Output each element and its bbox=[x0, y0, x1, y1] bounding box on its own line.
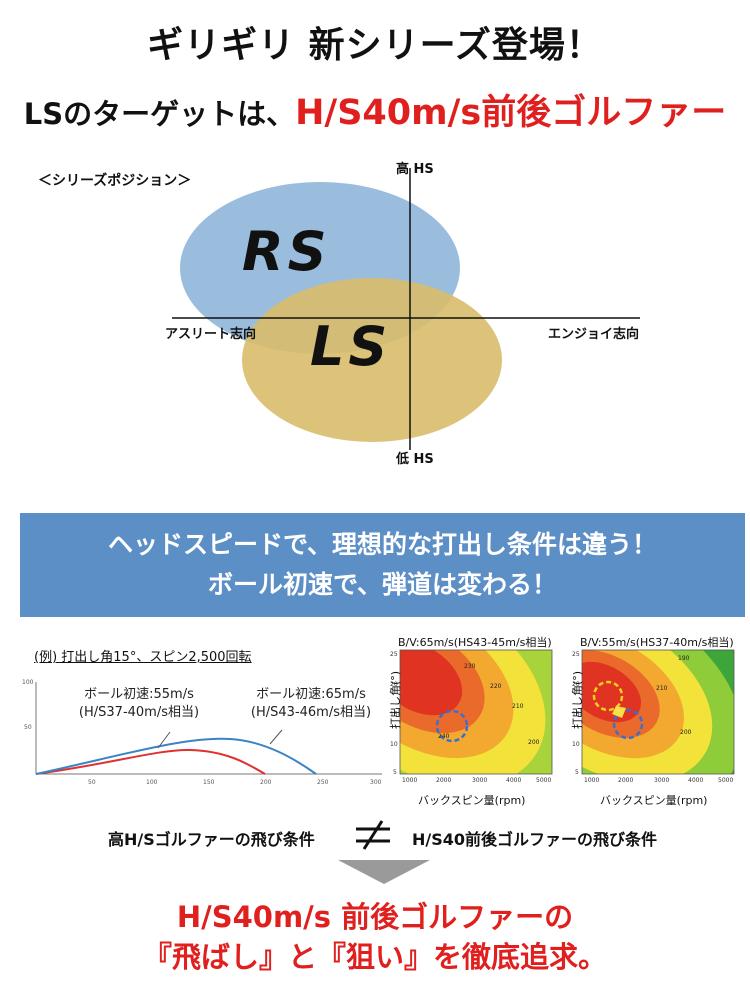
y-tick-100: 100 bbox=[22, 679, 34, 686]
slow-note: ボール初速:55m/s (H/S37-40m/s相当) bbox=[64, 686, 214, 722]
not-equal-icon bbox=[356, 820, 390, 850]
x-tick-250: 250 bbox=[317, 779, 329, 786]
heatmap-left-svg: 230 220 210 200 240 25 20 15 10 5 1000 2… bbox=[390, 649, 553, 784]
condition-right: H/S40前後ゴルファーの飛び条件 bbox=[412, 830, 658, 849]
heatmap-right-xtick-1000: 1000 bbox=[584, 777, 599, 784]
heatmap-left-target-circle bbox=[435, 709, 469, 743]
trajectory-caption: (例) 打出し角15°、スピン2,500回転 bbox=[34, 650, 252, 665]
heatmap-left-ytick-25: 25 bbox=[390, 651, 398, 658]
heatmap-left-xtick-1000: 1000 bbox=[402, 777, 417, 784]
heatmap-left-contour-4: 200 bbox=[528, 739, 540, 746]
trajectory-fast-line bbox=[35, 737, 317, 775]
heatmap-left-xtick-3000: 3000 bbox=[472, 777, 487, 784]
heatmap-right-ytick-10: 10 bbox=[572, 741, 580, 748]
axis-left-label: アスリート志向 bbox=[165, 327, 257, 342]
heatmap-left-xtick-2000: 2000 bbox=[436, 777, 451, 784]
trajectory-svg: 100 50 50 100 150 200 250 300 bbox=[22, 679, 382, 786]
fast-note-line-1: ボール初速:65m/s bbox=[256, 687, 366, 702]
conclusion-line-1: H/S40m/s 前後ゴルファーの bbox=[176, 900, 574, 934]
heatmap-left-xtick-4000: 4000 bbox=[506, 777, 521, 784]
heatmap-left-contour-2: 220 bbox=[490, 683, 502, 690]
heatmap-left-ytick-15: 15 bbox=[390, 711, 398, 718]
axis-right-label: エンジョイ志向 bbox=[548, 327, 640, 342]
heatmap-right: B/V:55m/s(HS37-40m/s相当) 190 210 200 25 2… bbox=[560, 634, 740, 812]
heatmap-right-arrow-icon bbox=[612, 706, 626, 718]
heatmap-right-contour-3: 200 bbox=[680, 729, 692, 736]
banner-line-1: ヘッドスピードで、理想的な打出し条件は違う！ bbox=[107, 530, 657, 559]
subhead-lead: LSのターゲットは、 bbox=[23, 97, 296, 131]
x-tick-300: 300 bbox=[370, 779, 382, 786]
heatmap-right-target-circle bbox=[612, 708, 644, 740]
heatmap-left-contour-1: 230 bbox=[464, 663, 476, 670]
heatmap-right-xtick-4000: 4000 bbox=[688, 777, 703, 784]
heatmap-right-contour-1: 190 bbox=[678, 655, 690, 662]
heatmap-right-svg: 190 210 200 25 20 15 10 5 1000 2000 3000… bbox=[572, 649, 735, 784]
heatmap-left-xtick-5000: 5000 bbox=[536, 777, 551, 784]
x-tick-150: 150 bbox=[203, 779, 215, 786]
heatmap-right-contour-2: 210 bbox=[656, 685, 668, 692]
heatmap-left-ytick-10: 10 bbox=[390, 741, 398, 748]
subhead-accent: H/S40m/s前後ゴルファー bbox=[295, 93, 727, 133]
heatmap-right-ytick-15: 15 bbox=[572, 711, 580, 718]
heatmap-left-contour-5: 240 bbox=[438, 733, 450, 740]
ls-ellipse bbox=[242, 278, 502, 442]
slow-note-leader bbox=[157, 731, 171, 749]
heatmap-left-ytick-5: 5 bbox=[393, 769, 397, 776]
subhead: LSのターゲットは、H/S40m/s前後ゴルファー bbox=[0, 84, 750, 135]
fast-note: ボール初速:65m/s (H/S43-46m/s相当) bbox=[236, 686, 386, 722]
position-caption: ＜シリーズポジション＞ bbox=[38, 173, 192, 189]
x-tick-100: 100 bbox=[146, 779, 158, 786]
banner-line-2: ボール初速で、弾道は変わる！ bbox=[207, 570, 557, 599]
heatmap-right-title: B/V:55m/s(HS37-40m/s相当) bbox=[580, 636, 734, 649]
series-position-map: ＜シリーズポジション＞ 高 HS 低 HS アスリート志向 エンジョイ志向 RS… bbox=[0, 150, 750, 480]
heatmap-left-title: B/V:65m/s(HS43-45m/s相当) bbox=[398, 636, 552, 649]
heatmap-right-xtick-2000: 2000 bbox=[618, 777, 633, 784]
y-tick-50: 50 bbox=[24, 724, 32, 731]
rs-label: RS bbox=[242, 220, 331, 283]
heatmap-right-xlabel: バックスピン量(rpm) bbox=[600, 794, 708, 807]
x-tick-50: 50 bbox=[88, 779, 96, 786]
heatmap-left-xlabel: バックスピン量(rpm) bbox=[418, 794, 526, 807]
banner: ヘッドスピードで、理想的な打出し条件は違う！ ボール初速で、弾道は変わる！ bbox=[20, 513, 745, 617]
condition-left: 高H/Sゴルファーの飛び条件 bbox=[108, 830, 315, 849]
x-tick-200: 200 bbox=[260, 779, 272, 786]
heatmap-left-contour-3: 210 bbox=[512, 703, 524, 710]
slow-note-line-1: ボール初速:55m/s bbox=[84, 687, 194, 702]
axis-bottom-label: 低 HS bbox=[396, 452, 434, 467]
trajectory-slow-line bbox=[35, 748, 266, 775]
conclusion-line-2: 『飛ばし』と『狙い』を徹底追求。 bbox=[142, 940, 607, 974]
trajectory-chart: (例) 打出し角15°、スピン2,500回転 100 50 50 100 150… bbox=[20, 646, 390, 796]
heatmap-right-xtick-3000: 3000 bbox=[654, 777, 669, 784]
slow-note-line-2: (H/S37-40m/s相当) bbox=[78, 705, 200, 720]
ls-label: LS bbox=[310, 315, 392, 378]
heatmap-right-ylabel: 打出し角(°) bbox=[571, 670, 585, 730]
heatmap-left-ylabel: 打出し角(°) bbox=[389, 670, 403, 730]
heatmap-right-xtick-5000: 5000 bbox=[718, 777, 733, 784]
down-arrow-icon bbox=[338, 860, 430, 884]
heatmap-left-ytick-20: 20 bbox=[390, 681, 398, 688]
heatmap-left: B/V:65m/s(HS43-45m/s相当) 230 220 210 200 … bbox=[378, 634, 558, 812]
position-map-svg bbox=[172, 168, 640, 450]
heatmap-right-ytick-5: 5 bbox=[575, 769, 579, 776]
axis-top-label: 高 HS bbox=[396, 162, 434, 177]
heatmap-right-ideal-circle bbox=[592, 680, 624, 712]
headline: ギリギリ 新シリーズ登場！ bbox=[147, 25, 603, 66]
heatmap-right-ytick-25: 25 bbox=[572, 651, 580, 658]
heatmap-right-ytick-20: 20 bbox=[572, 681, 580, 688]
fast-note-line-2: (H/S43-46m/s相当) bbox=[250, 705, 372, 720]
fast-note-leader bbox=[269, 729, 283, 745]
